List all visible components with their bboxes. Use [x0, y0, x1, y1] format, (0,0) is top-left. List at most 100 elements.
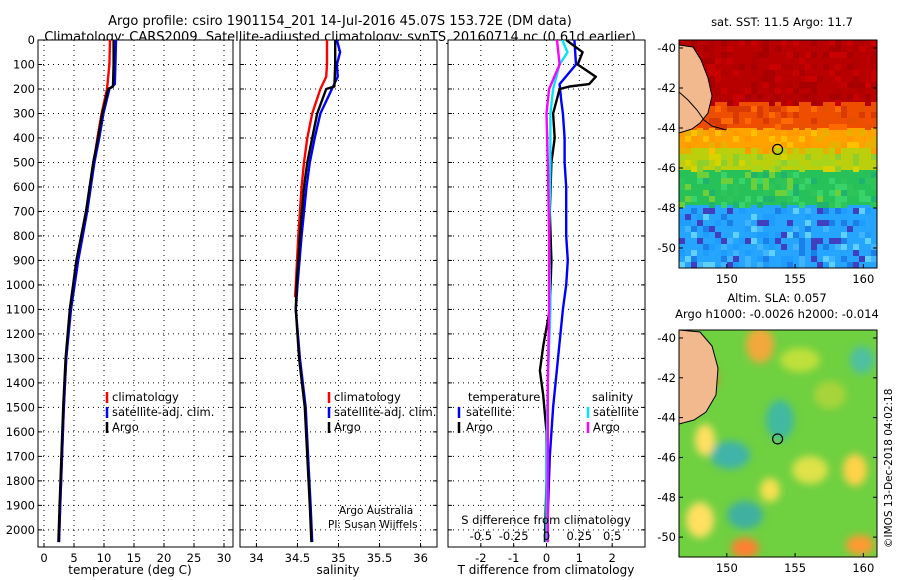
xtick-label-0: 34 [249, 551, 264, 565]
map-xtick-label-2: 160 [852, 272, 874, 286]
ytick-label-800: 800 [13, 229, 35, 243]
ytick-label-1500: 1500 [6, 400, 35, 414]
credit-pi: PI: Susan Wijffels [328, 519, 418, 531]
ytick-label-0: 0 [28, 33, 35, 47]
ytick-label-600: 600 [13, 180, 35, 194]
sla-anomaly-14 [760, 478, 780, 502]
sla-anomaly-3 [710, 441, 750, 469]
map-ytick-label-5: -50 [657, 530, 676, 544]
legend-label-0: climatology [334, 390, 401, 404]
map-ytick-label-4: -48 [657, 201, 676, 215]
ytick-label-900: 900 [13, 253, 35, 267]
ytick-label-1800: 1800 [6, 474, 35, 488]
credit-argo-australia: Argo Australia [339, 505, 413, 517]
legend-t-label-0: satellite [466, 405, 512, 419]
legend-s-label-1: Argo [593, 420, 620, 434]
temperature-series [57, 40, 118, 543]
map-ytick-label-2: -44 [657, 121, 676, 135]
map-ytick-label-3: -46 [657, 450, 676, 464]
salinity-panel: 34 34.5 35 35.5 36 climatologysatellite-adj.… [239, 39, 438, 577]
temperature-axes-box [37, 39, 234, 548]
legend-t-label-1: Argo [466, 420, 493, 434]
salinity-xlabel: salinity [316, 563, 359, 577]
series-line-t-argo [538, 40, 597, 543]
sst-map-ticks: 150 155 160 -40 -42 -44 -46 -48 -50 [657, 41, 877, 286]
sla-map-title: Altim. SLA: 0.057 [727, 291, 826, 305]
ytick-label-1600: 1600 [6, 425, 35, 439]
sla-argo-location-marker [771, 433, 784, 445]
ytick-label-300: 300 [13, 106, 35, 120]
series-line-t-satellite [546, 40, 578, 543]
xtick-label-2: 35 [331, 551, 346, 565]
tasmania-coast [679, 44, 713, 134]
legend-label-0: climatology [112, 390, 179, 404]
xtick-label-1: 5 [70, 551, 77, 565]
map-ytick-label-1: -42 [657, 81, 676, 95]
sla-map: Altim. SLA: 0.057 Argo h1000: -0.0026 h2… [657, 291, 879, 575]
sla-anomaly-12 [780, 348, 820, 372]
ytick-label-1900: 1900 [6, 498, 35, 512]
xtick-label-2: 10 [97, 551, 112, 565]
map-ytick-label-2: -44 [657, 411, 676, 425]
legend-header-salinity: salinity [592, 390, 633, 404]
figure-title-line1: Argo profile: csiro 1901154_201 14-Jul-2… [108, 14, 572, 29]
xtick-label-6: 30 [217, 551, 232, 565]
legend-s-label-0: satellite [593, 405, 639, 419]
s-tick-label-4: 0.5 [603, 529, 621, 543]
map-xtick-label-1: 155 [784, 272, 806, 286]
map-xtick-label-0: 150 [716, 272, 738, 286]
imos-watermark: ©IMOS 13-Dec-2018 04:02:18 [883, 389, 895, 548]
temperature-xlabel: temperature (deg C) [68, 563, 191, 577]
sla-anomaly-7 [686, 502, 714, 538]
temperature-panel: 0100200300400500600700800900100011001200… [6, 33, 234, 577]
ytick-label-1300: 1300 [6, 351, 35, 365]
ytick-label-2000: 2000 [6, 523, 35, 537]
xtick-label-3: 1 [576, 551, 583, 565]
sla-map-frame [678, 329, 878, 558]
sla-map-ticks: 150 155 160 -40 -42 -44 -46 -48 -50 [657, 331, 877, 575]
sla-anomaly-10 [843, 454, 867, 486]
xtick-label-0: 0 [40, 551, 47, 565]
sst-map: sat. SST: 11.5 Argo: 11.7 150 155 160 -40 -4… [657, 15, 878, 286]
ytick-label-1100: 1100 [6, 302, 35, 316]
legend-label-2: Argo [334, 420, 361, 434]
map-ytick-label-0: -40 [657, 41, 676, 55]
xtick-label-4: 36 [413, 551, 428, 565]
legend-header-temperature: temperature [468, 390, 540, 404]
xtick-label-4: 2 [609, 551, 616, 565]
ytick-label-400: 400 [13, 131, 35, 145]
ytick-label-1700: 1700 [6, 449, 35, 463]
sst-map-frame [678, 39, 878, 269]
s-tick-label-1: -0.25 [499, 529, 529, 543]
shelf-contour [679, 91, 727, 131]
series-line-argo [57, 40, 115, 543]
sst-map-title: sat. SST: 11.5 Argo: 11.7 [711, 15, 853, 29]
salinity-ticks: 34 34.5 35 35.5 36 [240, 39, 437, 565]
map-ytick-label-0: -40 [657, 331, 676, 345]
xtick-label-2: 0 [543, 551, 550, 565]
s-tick-label-0: -0.5 [470, 529, 492, 543]
difference-series [538, 40, 597, 543]
xtick-label-5: 25 [187, 551, 202, 565]
ytick-label-100: 100 [13, 57, 35, 71]
sla-anomaly-5 [792, 456, 828, 484]
s-difference-label: S difference from climatology [461, 513, 631, 527]
ytick-label-700: 700 [13, 204, 35, 218]
xtick-label-3: 35.5 [367, 551, 393, 565]
legend-label-2: Argo [112, 420, 139, 434]
sla-map-subtitle: Argo h1000: -0.0026 h2000: -0.014 [675, 307, 879, 321]
legend-label-1: satellite-adj. clim. [334, 405, 436, 419]
map-ytick-label-5: -50 [657, 241, 676, 255]
ytick-label-200: 200 [13, 82, 35, 96]
series-line-argo [294, 40, 337, 543]
sla-anomaly-11 [814, 381, 846, 409]
series-line-climatology [293, 40, 329, 298]
sla-anomaly-9 [846, 535, 874, 555]
sla-anomaly-4 [695, 424, 715, 456]
temperature-ticks: 0100200300400500600700800900100011001200… [6, 33, 233, 565]
series-line-s-argo [545, 40, 561, 543]
difference-ticks: -2 -1 0 1 2 [448, 39, 645, 565]
